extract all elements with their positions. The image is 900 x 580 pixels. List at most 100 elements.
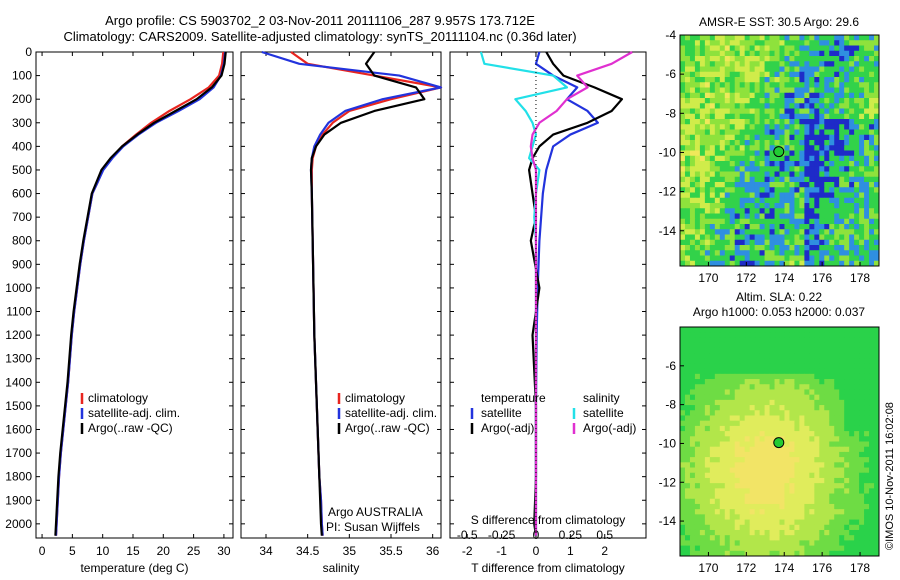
map-cell: [779, 192, 785, 199]
map-cell: [874, 493, 880, 500]
map-cell: [794, 145, 800, 151]
map-cell: [784, 35, 790, 41]
map-cell: [680, 124, 686, 130]
map-cell: [684, 389, 691, 396]
map-cell: [844, 35, 850, 41]
map-cell: [794, 192, 800, 199]
map-cell: [844, 535, 850, 541]
map-cell: [844, 498, 850, 505]
map-cell: [729, 108, 736, 115]
map-cell: [859, 150, 865, 157]
map-cell: [809, 457, 815, 463]
map-cell: [724, 519, 731, 526]
map-cell: [689, 498, 696, 505]
map-cell: [704, 140, 711, 146]
map-cell: [864, 166, 870, 172]
map-cell: [829, 415, 835, 422]
y-tick-label: 100: [12, 69, 32, 83]
map-cell: [734, 420, 741, 427]
map-cell: [864, 229, 870, 235]
map-cell: [854, 436, 860, 442]
map-cell: [859, 260, 865, 267]
map-cell: [784, 363, 790, 370]
map-cell: [874, 358, 880, 364]
map-cell: [749, 545, 756, 552]
map-cell: [714, 483, 721, 489]
map-cell: [709, 446, 716, 453]
map-cell: [834, 379, 840, 385]
map-cell: [849, 451, 855, 458]
map-cell: [714, 187, 721, 193]
legend-label: satellite: [583, 406, 624, 420]
map-cell: [759, 213, 766, 220]
map-cell: [714, 182, 721, 188]
map-cell: [764, 425, 771, 432]
map-cell: [704, 415, 711, 422]
map-cell: [804, 509, 810, 515]
map-cell: [684, 40, 691, 46]
map-cell: [789, 250, 795, 256]
map-cell: [839, 40, 845, 46]
map-cell: [709, 129, 716, 136]
map-cell: [849, 389, 855, 396]
map-cell: [824, 379, 830, 385]
map-cell: [854, 229, 860, 235]
map-cell: [719, 353, 726, 359]
map-cell: [699, 113, 706, 120]
map-cell: [729, 373, 736, 380]
map-cell: [849, 192, 855, 199]
map-cell: [809, 218, 815, 225]
map-cell: [769, 166, 776, 172]
map-cell: [774, 40, 780, 46]
map-cell: [704, 134, 711, 141]
map-cell: [729, 462, 736, 469]
map-cell: [764, 35, 771, 41]
map-cell: [859, 134, 865, 141]
map-cell: [859, 50, 865, 57]
map-cell: [754, 208, 761, 214]
map-cell: [789, 472, 795, 479]
map-cell: [774, 213, 780, 220]
map-cell: [739, 415, 746, 422]
map-cell: [789, 436, 795, 442]
map-cell: [839, 192, 845, 199]
map-cell: [744, 250, 751, 256]
map-cell: [769, 514, 776, 521]
map-cell: [744, 436, 751, 442]
map-cell: [774, 92, 780, 99]
map-cell: [839, 124, 845, 130]
map-cell: [784, 113, 790, 120]
map-cell: [774, 503, 780, 510]
map-cell: [684, 161, 691, 167]
map-cell: [699, 124, 706, 130]
map-cell: [874, 524, 880, 531]
map-cell: [809, 192, 815, 199]
map-cell: [874, 103, 880, 109]
map-cell: [869, 113, 875, 120]
map-cell: [819, 420, 825, 427]
map-cell: [774, 509, 780, 515]
map-cell: [794, 187, 800, 193]
map-cell: [774, 239, 780, 246]
map-cell: [724, 441, 731, 448]
map-cell: [744, 524, 751, 531]
map-cell: [689, 229, 696, 235]
map-cell: [854, 40, 860, 46]
map-cell: [729, 353, 736, 359]
map-cell: [680, 545, 686, 552]
map-cell: [814, 145, 820, 151]
map-cell: [729, 245, 736, 251]
map-cell: [834, 77, 840, 83]
map-cell: [804, 182, 810, 188]
map-cell: [764, 108, 771, 115]
map-cell: [734, 405, 741, 411]
map-cell: [799, 150, 805, 157]
map-cell: [759, 56, 766, 62]
map-cell: [869, 373, 875, 380]
map-cell: [829, 166, 835, 172]
map-cell: [824, 50, 830, 57]
map-y-tick-label: -10: [659, 436, 677, 450]
map-cell: [719, 40, 726, 46]
map-cell: [744, 108, 751, 115]
map-cell: [854, 124, 860, 130]
